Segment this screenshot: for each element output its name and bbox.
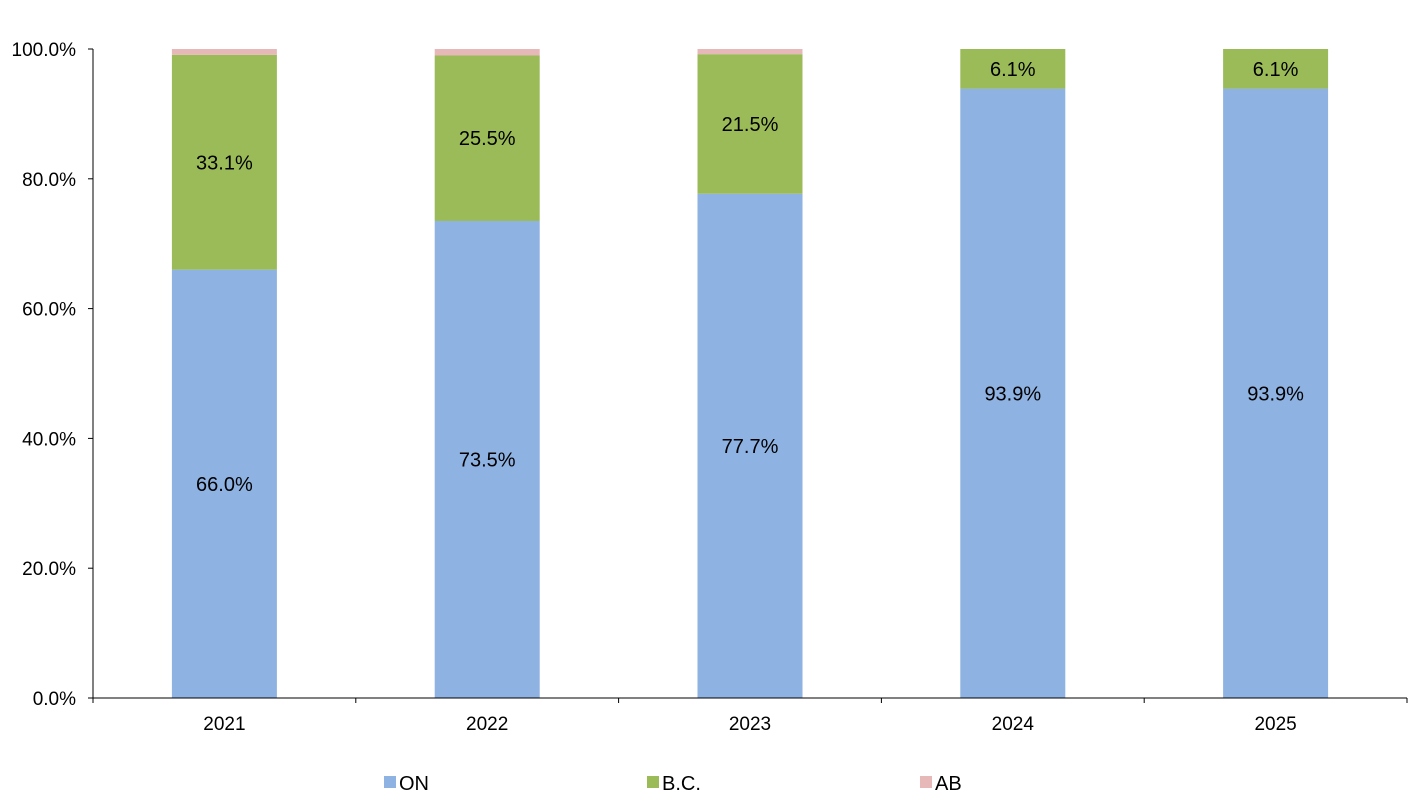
data-label-bc-2023: 21.5% (722, 114, 779, 136)
data-label-on-2023: 77.7% (722, 436, 779, 458)
bar-segment-ab-2022 (434, 49, 540, 56)
data-label-bc-2022: 25.5% (459, 128, 516, 150)
y-tick-label: 80.0% (22, 170, 76, 191)
legend-label: ON (399, 773, 429, 795)
bar-segment-on-2024 (960, 88, 1066, 699)
bar-segment-bc-2021 (171, 54, 277, 270)
x-tick-label: 2024 (992, 714, 1035, 735)
data-label-on-2021: 66.0% (196, 474, 253, 496)
legend-swatch (920, 776, 932, 788)
data-label-on-2024: 93.9% (984, 383, 1041, 405)
bar-segment-bc-2025 (1223, 49, 1329, 89)
legend-swatch (384, 776, 396, 788)
legend-label: AB (935, 773, 962, 795)
x-tick-label: 2022 (466, 714, 508, 735)
bar-segment-ab-2021 (171, 49, 277, 55)
legend-swatch (647, 776, 659, 788)
bar-segment-on-2023 (697, 193, 803, 699)
y-tick-label: 20.0% (22, 559, 76, 580)
bar-segment-on-2022 (434, 220, 540, 699)
legend-item-bc: B.C. (647, 773, 701, 795)
y-tick-label: 0.0% (33, 689, 76, 710)
y-tick-label: 40.0% (22, 429, 76, 450)
bar-segment-bc-2022 (434, 55, 540, 221)
bar-segment-bc-2023 (697, 54, 803, 194)
data-label-on-2025: 93.9% (1247, 383, 1304, 405)
bar-segment-on-2025 (1223, 88, 1329, 699)
legend-item-on: ON (384, 773, 429, 795)
bar-segment-on-2021 (171, 269, 277, 698)
data-label-on-2022: 73.5% (459, 449, 516, 471)
legend-item-ab: AB (920, 773, 962, 795)
bar-segment-bc-2024 (960, 49, 1066, 89)
data-label-bc-2024: 6.1% (990, 59, 1036, 81)
x-tick-label: 2025 (1254, 714, 1296, 735)
legend-label: B.C. (662, 773, 701, 795)
bar-segment-ab-2023 (697, 49, 803, 55)
y-tick-label: 60.0% (22, 300, 76, 321)
bars-group: 66.0% 33.1% 73.5% 25.5% 77.7% 21.5% 93.9% 6.1% 9… (171, 49, 1329, 699)
legend: ON B.C. AB (384, 773, 962, 795)
x-tick-label: 2023 (729, 714, 771, 735)
y-tick-label: 100.0% (12, 40, 77, 61)
x-tick-label: 2021 (203, 714, 245, 735)
axes-group: 0.0% 20.0% 40.0% 60.0% 80.0% 100.0% 2021 2022 20… (12, 40, 1408, 735)
data-label-bc-2025: 6.1% (1253, 59, 1299, 81)
data-label-bc-2021: 33.1% (196, 152, 253, 174)
